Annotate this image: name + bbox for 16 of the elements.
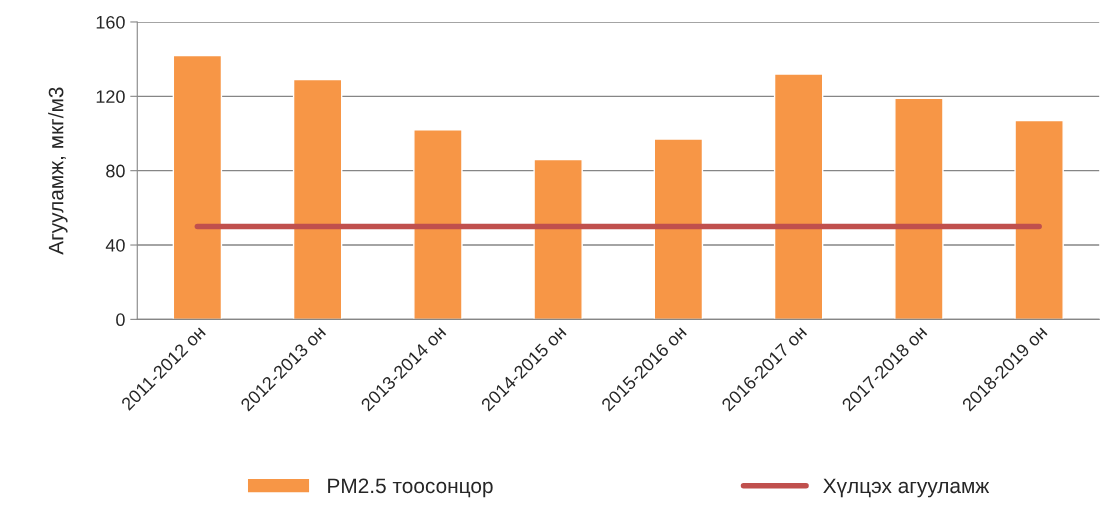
y-tick-label: 0 <box>116 313 125 327</box>
bar <box>292 78 343 320</box>
y-tick-label: 40 <box>105 238 125 252</box>
y-tick-label: 80 <box>106 164 125 178</box>
bar <box>773 73 824 320</box>
y-tick-label: 120 <box>96 90 125 104</box>
y-tick-label: 160 <box>96 15 125 29</box>
legend-label: Хүлцэх агууламж <box>823 478 990 498</box>
bar <box>413 129 463 320</box>
bar <box>533 158 583 320</box>
bar <box>1014 119 1064 320</box>
bar <box>894 97 944 320</box>
legend-label: PM2.5 тоосонцор <box>328 478 493 498</box>
y-axis-title: Агууламж, мкг/м3 <box>48 87 68 255</box>
bar <box>653 138 704 320</box>
bar <box>172 54 223 320</box>
